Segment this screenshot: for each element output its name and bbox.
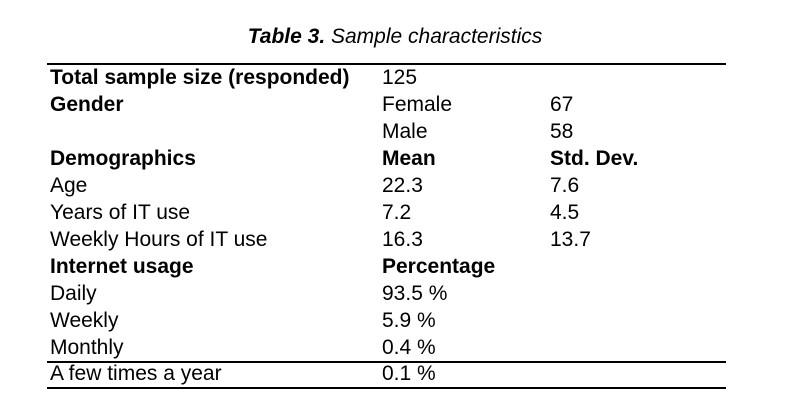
table-row-total-sample: Total sample size (responded) 125 xyxy=(47,65,726,91)
row-label: Daily xyxy=(50,282,97,305)
column-heading-percentage: Percentage xyxy=(382,255,496,278)
row-value: 125 xyxy=(382,66,418,89)
row-label: Monthly xyxy=(50,336,124,359)
row-label: Weekly xyxy=(50,309,119,332)
table-row-age: Age 22.3 7.6 xyxy=(47,173,726,199)
row-divider xyxy=(47,361,726,363)
row-label: Gender xyxy=(50,93,124,116)
table-row-weekly: Weekly 5.9 % xyxy=(47,308,726,334)
row-value: 7.2 xyxy=(382,201,412,224)
row-value: 0.4 % xyxy=(382,336,436,359)
table-row-few-times-a-year: A few times a year 0.1 % xyxy=(47,361,726,387)
row-value: Male xyxy=(382,120,428,143)
row-label: A few times a year xyxy=(50,362,222,385)
row-value-secondary: 13.7 xyxy=(550,228,591,251)
section-heading: Demographics xyxy=(50,147,196,170)
table-row-weekly-hours-it-use: Weekly Hours of IT use 16.3 13.7 xyxy=(47,227,726,253)
caption-label: Table 3. xyxy=(247,25,326,48)
caption-title: Sample characteristics xyxy=(331,25,543,48)
row-value-secondary: 67 xyxy=(550,93,574,116)
row-value-secondary: 4.5 xyxy=(550,201,580,224)
row-label: Total sample size (responded) xyxy=(50,66,350,89)
row-value: 16.3 xyxy=(382,228,423,251)
table-row-internet-usage-header: Internet usage Percentage xyxy=(47,254,726,280)
sample-characteristics-table: Total sample size (responded) 125 Gender… xyxy=(47,63,726,389)
row-label: Years of IT use xyxy=(50,201,191,224)
table-row-demographics-header: Demographics Mean Std. Dev. xyxy=(47,146,726,172)
row-label: Age xyxy=(50,174,88,197)
table-row-gender-female: Gender Female 67 xyxy=(47,92,726,118)
table-row-daily: Daily 93.5 % xyxy=(47,281,726,307)
row-value-secondary: 7.6 xyxy=(550,174,580,197)
row-value: 5.9 % xyxy=(382,309,436,332)
table-caption: Table 3. Sample characteristics xyxy=(0,24,790,50)
row-value: 0.1 % xyxy=(382,362,436,385)
row-value-secondary: 58 xyxy=(550,120,574,143)
table-row-years-it-use: Years of IT use 7.2 4.5 xyxy=(47,200,726,226)
row-label: Weekly Hours of IT use xyxy=(50,228,268,251)
row-value: Female xyxy=(382,93,453,116)
row-value: 22.3 xyxy=(382,174,423,197)
row-value: 93.5 % xyxy=(382,282,448,305)
table-row-gender-male: Male 58 xyxy=(47,119,726,145)
table-row-monthly: Monthly 0.4 % xyxy=(47,335,726,361)
column-heading-std-dev: Std. Dev. xyxy=(550,147,639,170)
section-heading: Internet usage xyxy=(50,255,194,278)
column-heading-mean: Mean xyxy=(382,147,436,170)
